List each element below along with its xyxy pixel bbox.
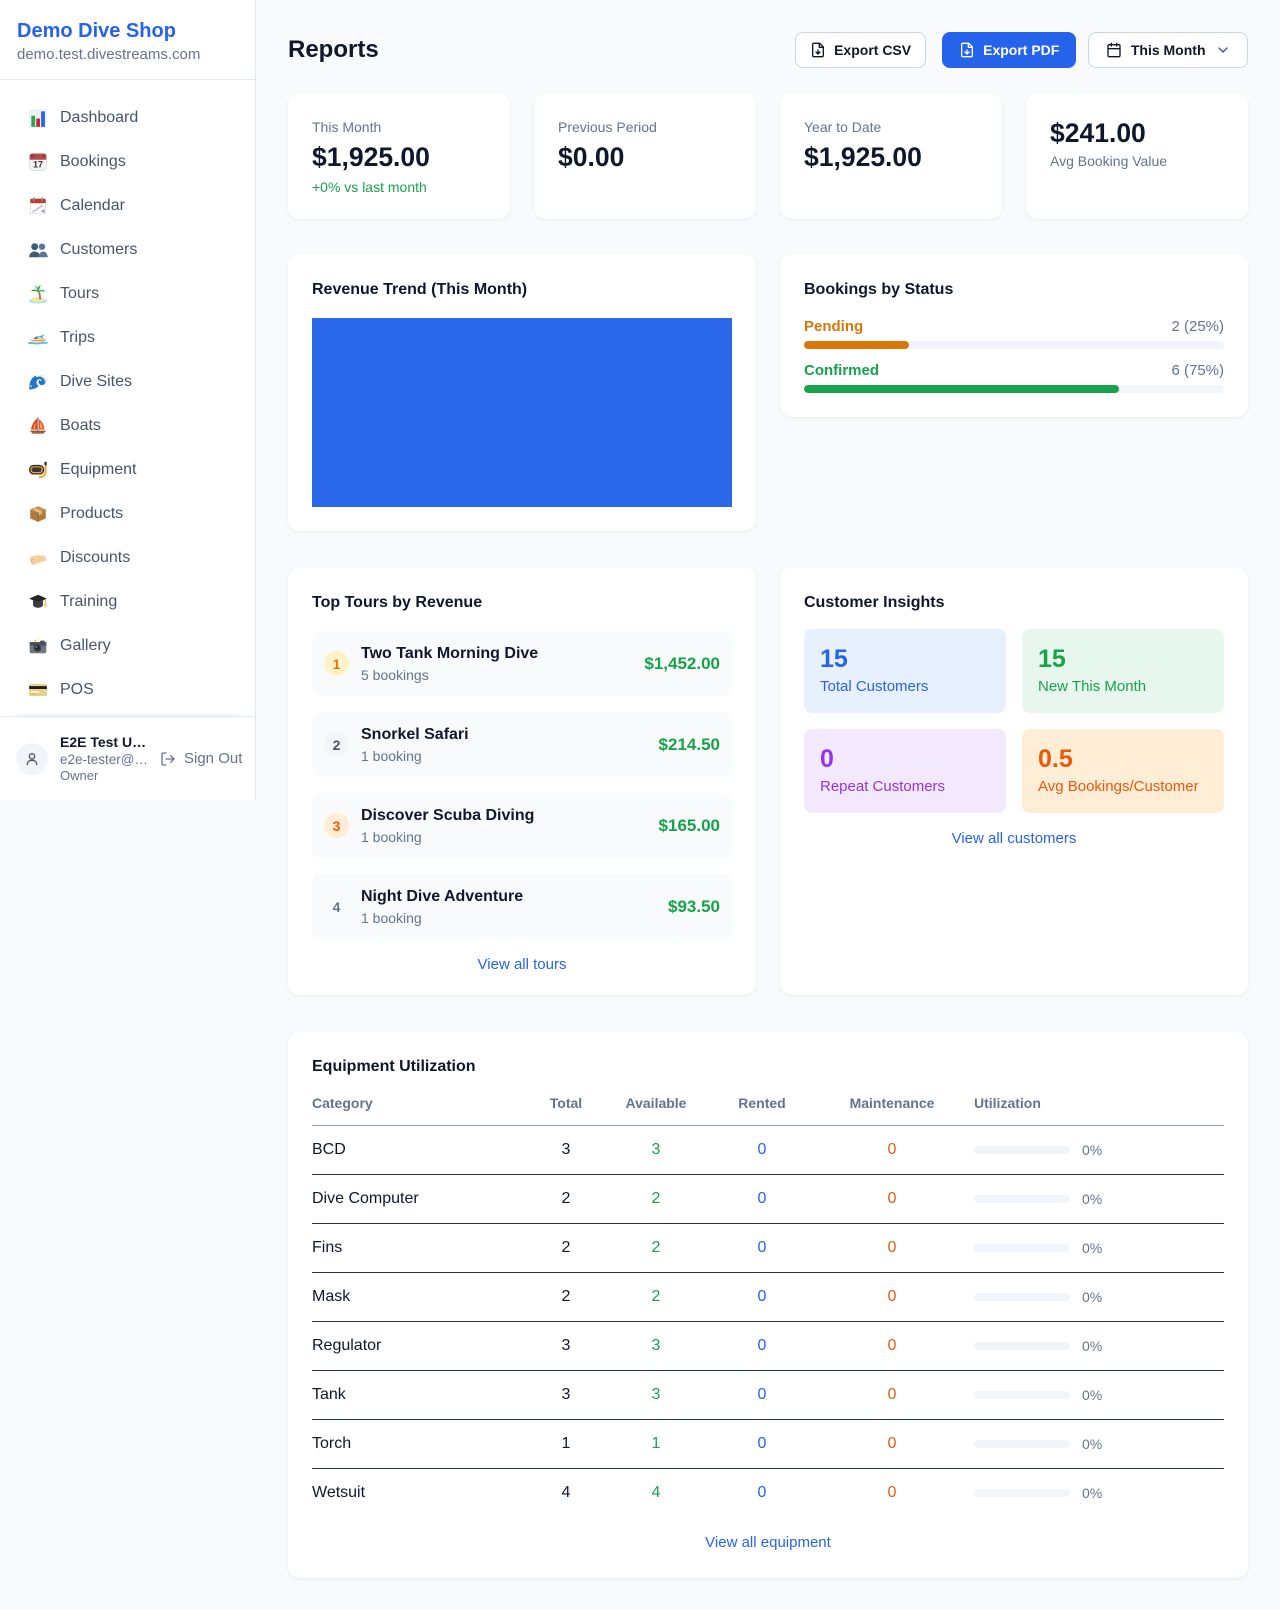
svg-text:17: 17 <box>33 160 43 170</box>
